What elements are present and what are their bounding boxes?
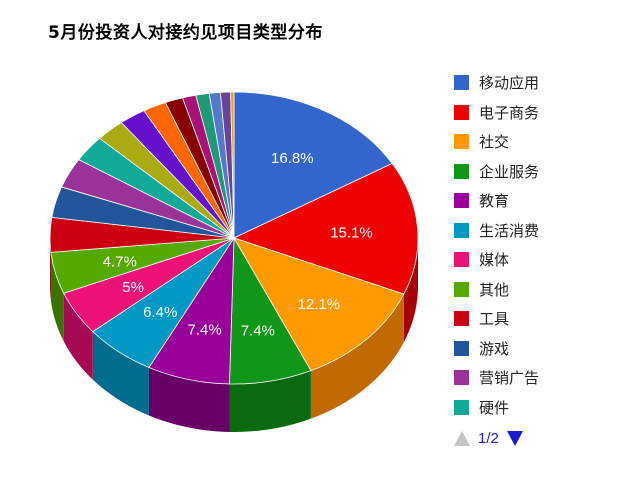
slice-label-4: 7.4% — [187, 322, 221, 339]
legend-swatch — [454, 222, 469, 238]
legend-item[interactable]: 电子商务 — [454, 98, 624, 128]
pie-slice-1[interactable] — [232, 162, 419, 295]
legend-swatch — [454, 134, 469, 150]
legend-item[interactable]: 硬件 — [454, 393, 624, 423]
triangle-up-icon — [454, 431, 470, 446]
legend-swatch — [454, 104, 469, 120]
slice-label-7: 4.7% — [103, 254, 137, 271]
legend-label: 生活消费 — [479, 221, 540, 240]
legend-label: 教育 — [479, 192, 510, 211]
legend-item[interactable]: 移动应用 — [454, 68, 624, 98]
legend-item[interactable]: 媒体 — [454, 245, 624, 275]
slice-label-2: 12.1% — [298, 296, 341, 313]
slice-label-1: 15.1% — [330, 224, 373, 241]
legend-label: 媒体 — [479, 251, 510, 270]
legend-item[interactable]: 社交 — [454, 127, 624, 157]
legend-label: 社交 — [479, 133, 510, 152]
legend-item[interactable]: 生活消费 — [454, 216, 624, 246]
legend-label: 电子商务 — [479, 103, 540, 122]
legend-swatch — [454, 281, 469, 297]
slice-label-0: 16.8% — [271, 150, 314, 167]
pie-slice-side-5 — [92, 331, 149, 416]
triangle-down-icon[interactable] — [506, 431, 523, 446]
pie-slice-side-4 — [148, 367, 230, 432]
legend-pager: 1/2 — [454, 430, 523, 447]
pie-slice-side-3 — [229, 370, 311, 432]
legend-label: 硬件 — [479, 398, 510, 417]
legend-swatch — [454, 370, 469, 386]
legend-label: 游戏 — [479, 339, 510, 358]
pie-slice-20[interactable] — [230, 91, 235, 239]
legend-item[interactable]: 其他 — [454, 275, 624, 305]
pie-sides — [50, 238, 418, 432]
slice-label-6: 5% — [122, 279, 144, 296]
legend-label: 工具 — [479, 310, 510, 329]
legend-label: 移动应用 — [479, 74, 540, 93]
legend-item[interactable]: 游戏 — [454, 334, 624, 364]
legend-swatch — [454, 311, 469, 327]
legend-swatch — [454, 340, 469, 356]
legend-swatch — [454, 193, 469, 209]
legend-swatch — [454, 252, 469, 268]
pie-slice-side-2 — [310, 294, 404, 419]
legend-label: 其他 — [479, 280, 510, 299]
slice-labels: 16.8% 15.1% 12.1% 7.4% 7.4% 6.4% 5% 4.7% — [103, 150, 373, 340]
legend-item[interactable]: 企业服务 — [454, 157, 624, 187]
pie-slice-side-6 — [63, 293, 93, 380]
legend-swatch — [454, 399, 469, 415]
legend: 移动应用电子商务社交企业服务教育生活消费媒体其他工具游戏营销广告硬件 — [454, 68, 624, 422]
slice-label-3: 7.4% — [241, 323, 275, 340]
legend-swatch — [454, 163, 469, 179]
pager-text: 1/2 — [478, 430, 499, 447]
slice-label-5: 6.4% — [143, 304, 177, 321]
pie-slice-side-1 — [403, 238, 418, 343]
pie-slice-0[interactable] — [233, 91, 393, 239]
legend-item[interactable]: 教育 — [454, 186, 624, 216]
pie-slice-2[interactable] — [233, 237, 405, 372]
chart-title: 5月份投资人对接约见项目类型分布 — [48, 23, 323, 43]
legend-label: 企业服务 — [479, 162, 540, 181]
legend-item[interactable]: 工具 — [454, 304, 624, 334]
legend-label: 营销广告 — [479, 369, 540, 388]
legend-swatch — [454, 75, 469, 91]
pie-slice-side-7 — [50, 252, 64, 342]
legend-item[interactable]: 营销广告 — [454, 363, 624, 393]
pie-top — [49, 91, 419, 385]
